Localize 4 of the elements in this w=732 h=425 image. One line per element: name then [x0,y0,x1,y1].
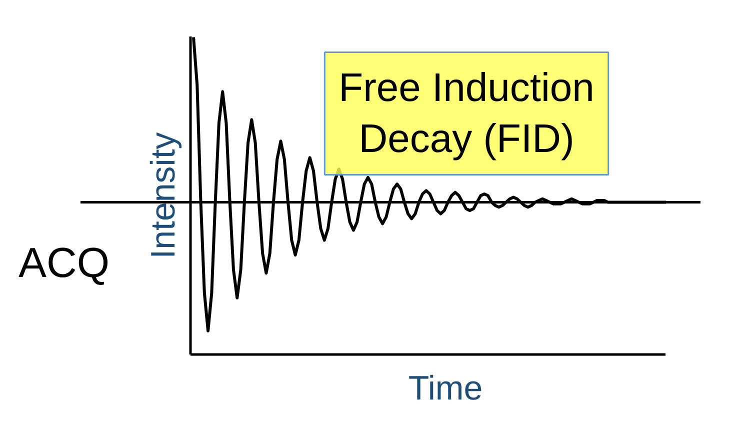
text: ACQ [18,239,110,286]
y-axis-title: Intensity [144,132,182,259]
annotation: Free Induction Decay (FID) [338,66,594,161]
x-axis-title: Time [408,370,483,408]
